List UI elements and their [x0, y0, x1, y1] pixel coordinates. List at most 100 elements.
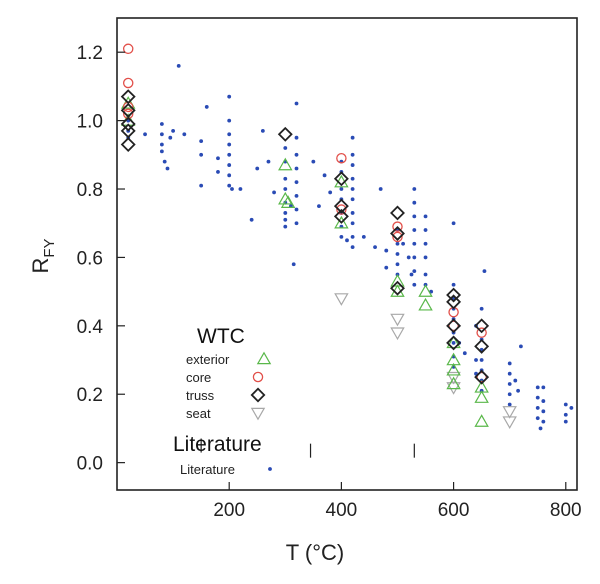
point-literature: [294, 101, 299, 106]
point-literature: [563, 402, 568, 407]
point-literature: [311, 159, 316, 164]
point-exterior: [446, 376, 461, 390]
point-core: [476, 327, 487, 338]
point-literature: [227, 183, 232, 188]
point-literature: [412, 255, 417, 260]
point-literature: [535, 395, 540, 400]
point-exterior: [418, 297, 433, 311]
point-literature: [294, 166, 299, 171]
plot-frame: [116, 17, 578, 491]
point-core: [392, 231, 403, 243]
point-literature: [406, 255, 411, 260]
point-exterior: [474, 414, 489, 427]
data-marks: [120, 43, 574, 431]
point-literature: [563, 419, 568, 424]
legend: WTC exterior core truss seat Literature …: [173, 325, 272, 477]
point-literature: [423, 241, 428, 246]
legend-title-literature: Literature: [173, 433, 262, 456]
x-tick-label: 600: [438, 500, 470, 521]
point-literature: [171, 128, 175, 133]
point-literature: [507, 402, 512, 407]
point-core: [392, 221, 403, 232]
point-literature: [507, 371, 512, 376]
y-tick-label: 1.0: [77, 112, 103, 133]
point-literature: [507, 361, 512, 366]
y-tick-label: 0.8: [77, 180, 103, 201]
legend-marker-seat: [250, 407, 266, 421]
point-exterior: [278, 157, 293, 171]
point-core: [336, 152, 347, 164]
legend-label-literature: Literature: [180, 462, 235, 477]
point-exterior: [474, 390, 489, 403]
point-truss: [333, 198, 349, 214]
point-literature: [409, 272, 414, 277]
y-axis-title-subscript: FY: [41, 238, 58, 257]
point-literature: [227, 152, 232, 157]
point-seat: [390, 327, 405, 341]
point-literature: [159, 122, 164, 126]
point-literature: [238, 187, 243, 191]
legend-marker-exterior: [256, 351, 272, 365]
point-literature: [482, 269, 487, 274]
x-tick-label: 800: [550, 500, 582, 521]
point-literature: [255, 166, 260, 171]
point-truss: [120, 89, 136, 105]
point-literature: [165, 166, 170, 171]
y-tick-label: 0.4: [77, 317, 104, 338]
point-literature: [563, 412, 568, 417]
point-literature: [266, 159, 271, 164]
point-literature: [535, 385, 540, 390]
point-literature: [423, 214, 428, 219]
point-truss: [474, 369, 490, 385]
point-literature: [519, 344, 523, 349]
point-literature: [507, 382, 512, 386]
legend-title-wtc: WTC: [197, 325, 245, 348]
legend-label-exterior: exterior: [186, 352, 230, 367]
point-literature: [272, 190, 276, 195]
point-literature: [423, 272, 428, 277]
x-tick-label: 200: [213, 500, 245, 521]
point-literature: [216, 156, 220, 161]
point-truss: [390, 280, 405, 296]
point-seat: [502, 416, 517, 430]
point-seat: [502, 406, 517, 419]
point-literature: [451, 282, 456, 287]
y-axis-title-main: R: [28, 258, 53, 274]
point-literature: [227, 118, 232, 123]
point-literature: [412, 187, 417, 191]
point-literature: [395, 262, 400, 267]
point-exterior: [418, 284, 433, 297]
point-literature: [328, 190, 333, 195]
legend-label-seat: seat: [186, 406, 211, 421]
point-literature: [159, 149, 164, 154]
point-truss: [446, 318, 462, 334]
point-truss: [277, 126, 293, 142]
point-literature: [283, 217, 288, 222]
point-truss: [120, 123, 136, 139]
point-truss: [446, 335, 462, 351]
point-literature: [168, 135, 173, 140]
point-literature: [162, 159, 167, 164]
point-literature: [507, 392, 512, 397]
point-core: [122, 77, 134, 89]
point-core: [122, 43, 134, 55]
point-literature: [412, 269, 417, 274]
point-literature: [513, 378, 518, 383]
point-truss: [390, 205, 405, 221]
legend-marker-core: [252, 371, 264, 383]
point-literature: [350, 163, 355, 167]
point-literature: [569, 406, 574, 410]
point-literature: [283, 187, 288, 191]
point-literature: [199, 152, 204, 157]
point-literature: [291, 262, 296, 267]
point-literature: [451, 221, 456, 226]
point-literature: [412, 214, 417, 219]
y-tick-label: 0.0: [77, 454, 103, 475]
point-literature: [294, 221, 299, 226]
axes: 200 400 600 800 0.0 0.2 0.4 0.6 0.8 1.0 1.2: [77, 43, 582, 521]
point-exterior: [280, 195, 296, 208]
point-literature: [227, 142, 232, 147]
point-literature: [350, 197, 355, 202]
legend-marker-literature: [268, 467, 272, 471]
point-literature: [317, 204, 321, 209]
